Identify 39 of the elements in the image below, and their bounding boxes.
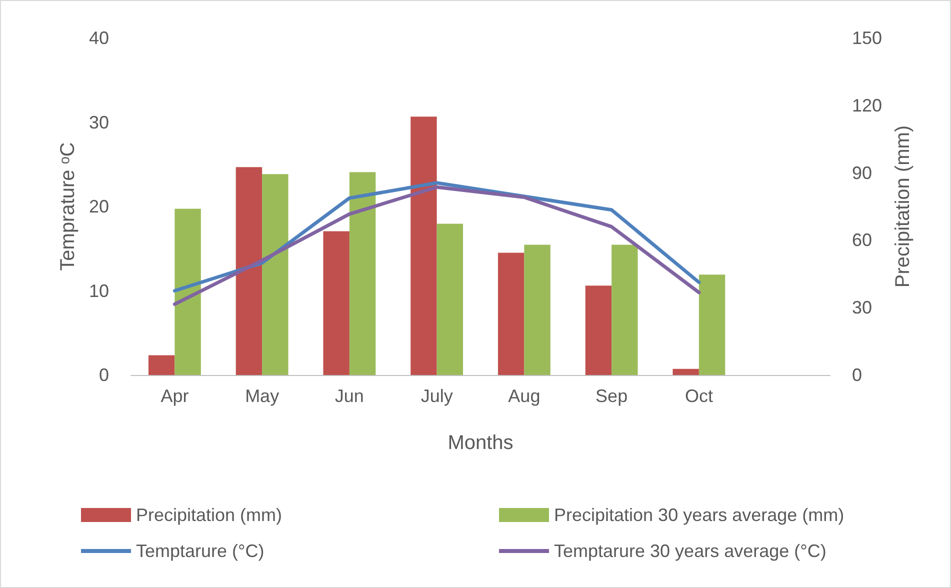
y2-tick-label: 120: [852, 95, 882, 116]
bar: [436, 224, 464, 375]
x-tick-label: Sep: [596, 386, 628, 406]
bar: [585, 286, 612, 375]
bar: [524, 244, 550, 375]
bar: [174, 208, 201, 375]
y-axis-title: Temprature ᵒC: [57, 142, 80, 271]
bar: [672, 368, 699, 375]
legend-label: Temptarure 30 years average (°C): [554, 541, 826, 561]
y-tick-label: 0: [98, 365, 109, 385]
legend-label: Precipitation (mm): [136, 505, 282, 525]
bar: [262, 174, 288, 375]
y-tick-label: 30: [88, 112, 109, 132]
x-tick-label: Jun: [334, 386, 364, 406]
y-tick-label: 40: [88, 28, 109, 48]
bar: [323, 231, 350, 375]
y2-tick-label: 0: [852, 365, 862, 385]
bar: [236, 167, 262, 375]
legend-label: Precipitation 30 years average (mm): [554, 505, 844, 525]
bar: [498, 252, 524, 375]
x-tick-label: Apr: [160, 386, 189, 406]
x-tick-label: May: [245, 386, 280, 406]
x-tick-label: July: [420, 386, 453, 406]
legend-label: Temptarure (°C): [136, 541, 264, 561]
x-axis-title: Months: [448, 432, 514, 454]
y2-tick-label: 90: [852, 162, 872, 183]
bar: [349, 172, 376, 375]
bar: [148, 355, 175, 375]
y2-axis-title: Precipitation (mm): [892, 125, 914, 288]
y2-tick-label: 150: [852, 28, 882, 48]
bar: [698, 274, 726, 375]
bar: [410, 116, 437, 375]
y-tick-label: 20: [88, 196, 109, 216]
x-tick-label: Oct: [684, 386, 713, 406]
y-tick-label: 10: [88, 280, 109, 301]
x-tick-label: Aug: [508, 386, 540, 406]
y2-tick-label: 60: [852, 230, 872, 250]
y2-tick-label: 30: [852, 298, 872, 318]
bar: [612, 244, 638, 375]
